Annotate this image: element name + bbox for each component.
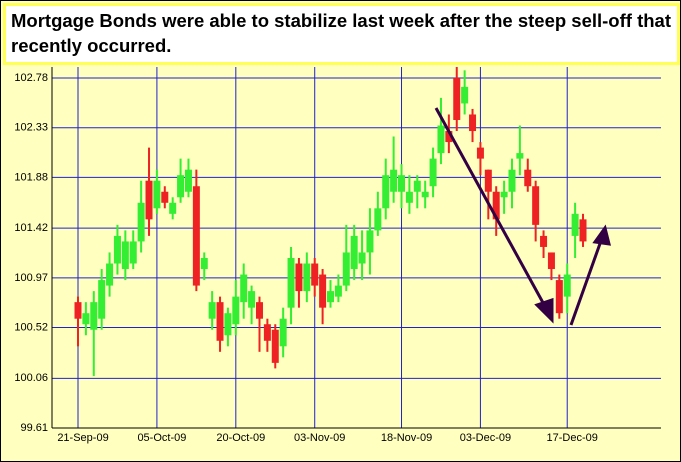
x-tick-label: 05-Oct-09 xyxy=(137,432,186,444)
candle-body xyxy=(571,213,579,236)
candle-body xyxy=(271,329,279,363)
arrow-head xyxy=(534,297,554,324)
candle-body xyxy=(295,263,303,292)
candle-body xyxy=(350,235,358,270)
candle-body xyxy=(484,169,492,192)
candle-body xyxy=(311,263,319,286)
candle-body xyxy=(279,318,287,347)
candle-body xyxy=(547,252,555,270)
candle-body xyxy=(476,147,484,159)
candle-body xyxy=(563,274,571,297)
candle-body xyxy=(169,202,177,214)
y-tick-label: 100.97 xyxy=(14,272,48,284)
candle-body xyxy=(508,169,516,192)
candle-body xyxy=(413,180,421,192)
x-tick-label: 03-Dec-09 xyxy=(460,432,511,444)
candle-body xyxy=(516,153,524,159)
y-tick-label: 100.06 xyxy=(14,372,48,384)
y-tick-label: 101.42 xyxy=(14,222,48,234)
candle-body xyxy=(263,324,271,341)
candle-body xyxy=(98,280,106,319)
candle-body xyxy=(82,313,90,325)
candle-body xyxy=(540,235,548,247)
candle-body xyxy=(248,291,256,308)
candle-body xyxy=(129,241,137,264)
y-tick-label: 101.88 xyxy=(14,171,48,183)
candle-body xyxy=(453,78,461,120)
candle-body xyxy=(334,285,342,297)
candle-body xyxy=(461,86,469,104)
candle-body xyxy=(532,186,540,225)
candle-body xyxy=(74,302,82,319)
x-tick-label: 18-Nov-09 xyxy=(381,432,432,444)
x-tick-label: 03-Nov-09 xyxy=(294,432,345,444)
candle-body xyxy=(429,158,437,187)
y-tick-label: 102.78 xyxy=(14,72,48,84)
arrow-up xyxy=(569,237,604,326)
candle-body xyxy=(342,252,350,286)
x-tick-label: 17-Dec-09 xyxy=(547,432,598,444)
candle-body xyxy=(382,175,390,209)
candle-body xyxy=(421,191,429,198)
candle-body xyxy=(192,186,200,286)
y-tick-label: 100.52 xyxy=(14,321,48,333)
candle-body xyxy=(390,169,398,192)
candle-body xyxy=(121,241,129,270)
candle-body xyxy=(303,263,311,292)
candle-body xyxy=(437,125,445,154)
candle-body xyxy=(319,274,327,308)
candle-body xyxy=(358,252,366,264)
candle-body xyxy=(445,131,453,143)
candle-body xyxy=(184,169,192,192)
candle-body xyxy=(161,191,169,203)
arrow-head xyxy=(592,224,611,246)
candle-body xyxy=(366,230,374,253)
candle-body xyxy=(232,296,240,325)
candle-body xyxy=(113,235,121,264)
candle-body xyxy=(240,274,248,303)
x-tick-label: 21-Sep-09 xyxy=(57,432,108,444)
candle-body xyxy=(327,291,334,303)
plot: 99.61 100.06 100.52 100.97 101.42 101.88 102.3… xyxy=(14,67,661,444)
y-tick-label: 99.61 xyxy=(20,422,48,434)
arrows xyxy=(434,107,611,326)
candle-body xyxy=(216,302,224,341)
candle-body xyxy=(208,302,216,319)
candle-body xyxy=(524,169,532,187)
candle-body xyxy=(106,263,114,286)
candle-body xyxy=(374,208,382,231)
candle-body xyxy=(145,180,153,220)
candle-body xyxy=(469,114,477,132)
candle-body xyxy=(255,302,263,319)
candle-body xyxy=(555,280,563,314)
arrow-down xyxy=(434,107,549,311)
candle-body xyxy=(492,191,500,220)
candle-body xyxy=(200,257,208,270)
candle-body xyxy=(90,302,98,330)
candle-body xyxy=(287,257,295,308)
candle-body xyxy=(224,313,232,336)
candle-body xyxy=(405,191,413,203)
chart-title: Mortgage Bonds were able to stabilize la… xyxy=(3,3,680,65)
x-tick-label: 20-Oct-09 xyxy=(216,432,265,444)
candle-body xyxy=(579,219,587,242)
candle-body xyxy=(153,180,161,209)
candle-body xyxy=(398,175,406,192)
candle-body xyxy=(177,175,185,198)
y-tick-label: 102.33 xyxy=(14,122,48,134)
candle-body xyxy=(500,191,508,198)
candle-body xyxy=(137,202,145,242)
